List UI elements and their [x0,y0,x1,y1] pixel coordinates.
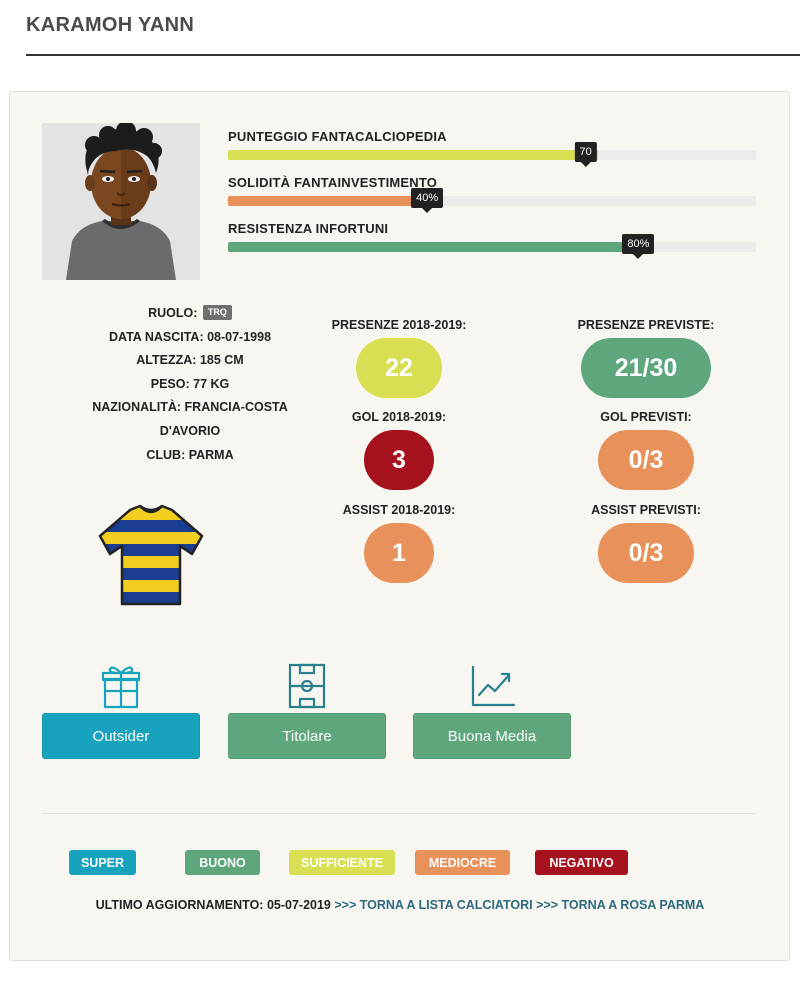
line-chart-icon [470,663,516,709]
stat-value-pill: 0/3 [598,430,694,490]
meter-tooltip: 80% [622,234,655,259]
stat-value-pill: 1 [364,523,434,583]
meter-label: RESISTENZA INFORTUNI [228,221,389,236]
stat-label: GOL 2018-2019: [351,410,447,424]
meter-label: PUNTEGGIO FANTACALCIOPEDIA [228,129,447,144]
meter-fill [228,242,651,252]
role-badge: TRQ [202,305,232,320]
meter-investment-solidity: SOLIDITÀ FANTAINVESTIMENTO 40% [228,175,756,213]
tag-outsider-button[interactable]: Outsider [42,713,200,759]
meter-track: 70 [228,142,756,167]
stat-value-pill: 0/3 [598,523,694,583]
stat-label: GOL PREVISTI: [600,410,692,424]
tag-buona-media-button[interactable]: Buona Media [413,713,571,759]
stat-label: ASSIST PREVISTI: [591,503,701,517]
player-avatar [42,123,200,280]
meter-fantacalciopedia-score: PUNTEGGIO FANTACALCIOPEDIA 70 [228,129,756,167]
back-to-team-link[interactable]: >>> TORNA A ROSA PARMA [536,898,705,912]
title-divider [26,54,800,56]
role-line: RUOLO: TRQ [30,302,350,326]
meter-fill [228,150,598,160]
nationality-continued: D'AVORIO [159,423,221,438]
player-avatar-illustration [66,123,176,280]
weight: PESO: 77 KG [150,376,230,391]
last-updated: ULTIMO AGGIORNAMENTO: 05-07-2019 [95,898,331,912]
birth-date: DATA NASCITA: 08-07-1998 [108,329,272,344]
meter-track: 80% [228,234,756,259]
meter-track: 40% [228,188,756,213]
footer: ULTIMO AGGIORNAMENTO: 05-07-2019 >>> TOR… [0,898,800,912]
stat-label: ASSIST 2018-2019: [342,503,456,517]
meter-injury-resistance: RESISTENZA INFORTUNI 80% [228,221,756,259]
role-label: RUOLO: [148,306,198,320]
legend-mediocre: MEDIOCRE [415,850,510,875]
meter-label: SOLIDITÀ FANTAINVESTIMENTO [228,175,438,190]
stat-value-pill: 22 [356,338,442,398]
nationality: NAZIONALITÀ: FRANCIA-COSTA [92,400,288,415]
club-jersey-icon [96,500,206,610]
stat-value-pill: 3 [364,430,434,490]
section-divider [42,813,756,814]
gift-icon [101,663,141,709]
tag-titolare-button[interactable]: Titolare [228,713,386,759]
legend-buono: BUONO [185,850,260,875]
page-title: KARAMOH YANN [26,14,195,36]
legend-negativo: NEGATIVO [535,850,628,875]
height: ALTEZZA: 185 CM [136,353,244,368]
legend-super: SUPER [69,850,136,875]
stat-value-pill: 21/30 [581,338,711,398]
back-to-players-link[interactable]: >>> TORNA A LISTA CALCIATORI [334,898,533,912]
club: CLUB: PARMA [146,447,234,462]
meter-fill [228,196,440,206]
meter-tooltip: 40% [411,188,444,213]
stat-label: PRESENZE PREVISTE: [577,318,715,332]
stat-label: PRESENZE 2018-2019: [331,318,467,332]
meter-tooltip: 70 [574,142,597,167]
legend-sufficiente: SUFFICIENTE [289,850,395,875]
football-pitch-icon [287,663,327,709]
player-info: RUOLO: TRQ DATA NASCITA: 08-07-1998 ALTE… [30,302,350,467]
